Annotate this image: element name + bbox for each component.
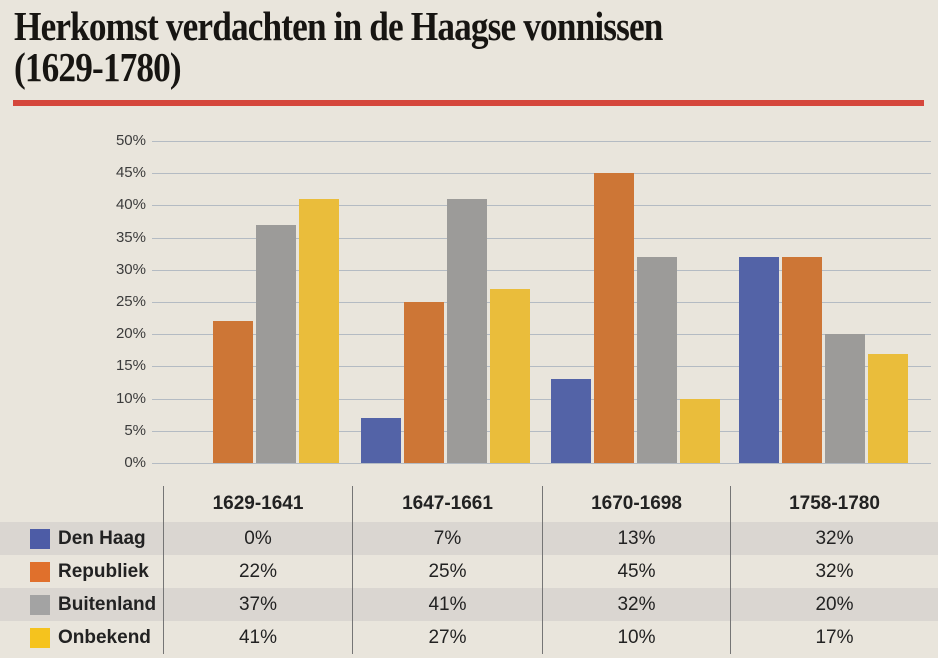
value-cell-republiek-1647-1661: 25% [352,555,542,588]
value-cell-onbekend-1758-1780: 17% [730,621,938,654]
gridline-50pct [152,141,931,142]
ytick-label-50pct: 50% [115,132,146,149]
gridline-25pct [152,302,931,303]
value-cell-buitenland-1758-1780: 20% [730,588,938,621]
legend-label-republiek: Republiek [58,560,149,582]
bar-den-haag-1670-1698 [551,379,591,463]
legend-swatch-den-haag [30,528,50,549]
legend-label-onbekend: Onbekend [58,626,151,648]
column-header-1758-1780: 1758-1780 [730,486,938,522]
bar-onbekend-1629-1641 [299,198,339,463]
gridline-15pct [152,366,931,368]
gridline-30pct [152,269,931,271]
bar-group-1670-1698 [551,141,720,463]
value-cell-den-haag-1758-1780: 32% [730,522,938,555]
bar-onbekend-1758-1780 [868,353,908,463]
value-cell-onbekend-1647-1661: 27% [352,621,542,654]
legend-cell-den-haag: Den Haag [0,522,163,555]
table-header-row: 1629-1641 1647-1661 1670-1698 1758-1780 [0,486,938,522]
bar-group-1647-1661 [361,141,530,463]
bar-buitenland-1670-1698 [637,256,677,463]
bar-republiek-1629-1641 [213,321,253,463]
bar-republiek-1647-1661 [404,302,444,463]
table-corner-cell [0,486,163,522]
ytick-label-5pct: 5% [124,421,146,439]
bar-onbekend-1670-1698 [680,398,720,463]
legend-swatch-buitenland [30,594,50,615]
gridline-5pct [152,430,931,432]
value-cell-republiek-1670-1698: 45% [542,555,730,588]
bar-den-haag-1647-1661 [361,417,401,463]
gridline-0pct [152,463,931,464]
value-cell-republiek-1758-1780: 32% [730,555,938,588]
ytick-label-20pct: 20% [115,325,146,343]
ytick-label-40pct: 40% [115,196,146,214]
bar-group-1758-1780 [739,141,908,463]
value-cell-republiek-1629-1641: 22% [163,555,352,588]
page-title-line2: (1629-1780) [14,44,182,90]
bar-buitenland-1647-1661 [447,198,487,463]
legend-label-buitenland: Buitenland [58,593,157,615]
legend-label-den-haag: Den Haag [58,527,146,549]
value-cell-buitenland-1629-1641: 37% [163,588,352,621]
gridline-35pct [152,237,931,239]
ytick-label-30pct: 30% [115,260,146,278]
ytick-label-15pct: 15% [115,357,146,375]
legend-cell-buitenland: Buitenland [0,588,163,621]
value-cell-onbekend-1670-1698: 10% [542,621,730,654]
bar-group-1629-1641 [170,141,339,463]
column-header-1670-1698: 1670-1698 [542,486,730,522]
legend-swatch-republiek [30,561,50,582]
value-cell-den-haag-1629-1641: 0% [163,522,352,555]
column-header-1647-1661: 1647-1661 [352,486,542,522]
bar-buitenland-1758-1780 [825,334,865,463]
ytick-label-25pct: 25% [115,293,146,310]
title-accent-rule [13,100,924,106]
table-row-republiek: Republiek 22% 25% 45% 32% [0,555,938,588]
value-cell-buitenland-1647-1661: 41% [352,588,542,621]
legend-cell-onbekend: Onbekend [0,621,163,654]
gridline-20pct [152,334,931,336]
ytick-label-10pct: 10% [115,389,146,407]
column-header-1629-1641: 1629-1641 [163,486,352,522]
ytick-label-0pct: 0% [124,454,146,471]
ytick-label-35pct: 35% [115,228,146,246]
table-row-onbekend: Onbekend 41% 27% 10% 17% [0,621,938,654]
data-table: 1629-1641 1647-1661 1670-1698 1758-1780 Den … [0,486,938,654]
bar-buitenland-1629-1641 [256,224,296,463]
legend-swatch-onbekend [30,627,50,648]
gridline-10pct [152,398,931,400]
value-cell-den-haag-1670-1698: 13% [542,522,730,555]
gridline-40pct [152,205,931,207]
bar-onbekend-1647-1661 [490,289,530,463]
bar-republiek-1758-1780 [782,256,822,463]
value-cell-buitenland-1670-1698: 32% [542,588,730,621]
bar-den-haag-1758-1780 [739,256,779,463]
page-title: Herkomst verdachten in de Haagse vonniss… [14,6,663,88]
value-cell-den-haag-1647-1661: 7% [352,522,542,555]
value-cell-onbekend-1629-1641: 41% [163,621,352,654]
legend-cell-republiek: Republiek [0,555,163,588]
page-title-line1: Herkomst verdachten in de Haagse vonniss… [14,3,663,49]
ytick-label-45pct: 45% [115,164,146,182]
table-row-buitenland: Buitenland 37% 41% 32% 20% [0,588,938,621]
gridline-45pct [152,173,931,175]
bar-republiek-1670-1698 [594,173,634,463]
table-row-den-haag: Den Haag 0% 7% 13% 32% [0,522,938,555]
